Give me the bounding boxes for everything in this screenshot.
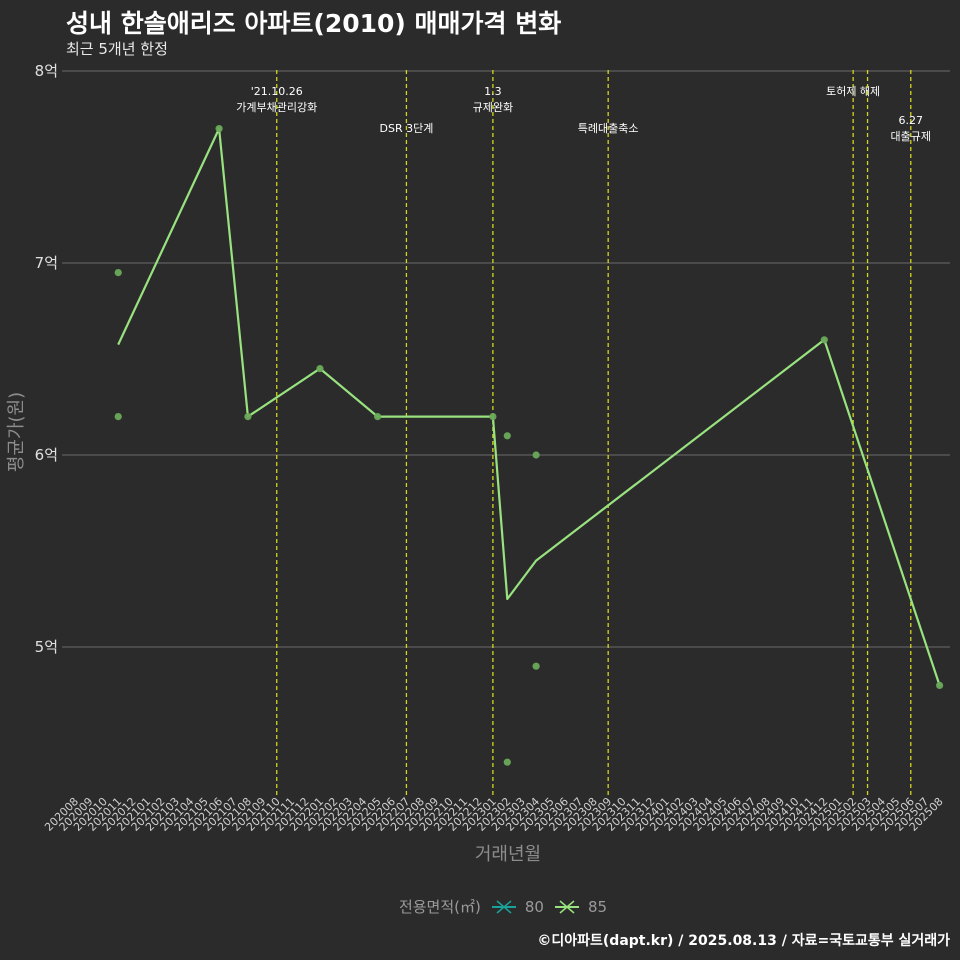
legend-label-80: 80 <box>524 897 544 916</box>
chart-subtitle: 최근 5개년 한정 <box>66 40 168 58</box>
y-tick-label: 6억 <box>35 446 58 464</box>
grid-lines <box>62 70 950 648</box>
event-label: 특례대출축소 <box>578 122 639 135</box>
series-points <box>114 125 944 766</box>
data-point <box>316 365 324 373</box>
legend: 전용면적(㎡) 80 85 <box>0 896 960 917</box>
y-tick-label: 5억 <box>35 638 58 656</box>
event-label: 규제완화 <box>473 101 513 114</box>
x-axis-label: 거래년월 <box>475 844 541 865</box>
event-label: 토허제 해제 <box>826 84 880 98</box>
y-axis-label: 평균가(원) <box>6 392 27 472</box>
series-85-line <box>117 127 941 686</box>
event-label: 대출규제 <box>891 130 931 143</box>
data-point <box>820 336 828 344</box>
x-axis-ticks: 2020082020092020102020112020122021012021… <box>42 795 945 834</box>
legend-label-85: 85 <box>587 897 608 916</box>
data-point <box>114 269 122 277</box>
event-label: DSR 3단계 <box>380 122 434 135</box>
data-point <box>489 413 497 421</box>
y-tick-label: 8억 <box>35 62 58 80</box>
event-label: 가계부채관리강화 <box>236 101 317 114</box>
y-tick-label: 7억 <box>35 254 58 272</box>
event-label: '21.10.26 <box>251 85 303 98</box>
source-credit: ©디아파트(dapt.kr) / 2025.08.13 / 자료=국토교통부 실… <box>537 933 950 949</box>
series-line <box>117 127 941 686</box>
data-point <box>114 413 122 421</box>
chart-title: 성내 한솔애리즈 아파트(2010) 매매가격 변화 <box>66 9 562 38</box>
legend-item-85: 85 <box>554 897 607 917</box>
data-point <box>503 432 511 440</box>
legend-title: 전용면적(㎡) <box>398 898 481 916</box>
data-point <box>244 413 252 421</box>
data-point <box>532 451 540 459</box>
data-point <box>215 125 223 133</box>
event-label: 6.27 <box>899 114 924 127</box>
legend-key-85-icon <box>554 899 579 914</box>
event-label: 1.3 <box>484 85 502 98</box>
legend-item-80: 80 <box>491 897 544 917</box>
data-point <box>532 662 540 670</box>
data-point <box>936 681 944 690</box>
legend-key-80-icon <box>491 899 516 914</box>
y-axis-ticks: 5억 6억 7억 8억 <box>35 62 58 656</box>
data-point <box>374 413 382 421</box>
data-point <box>503 758 511 766</box>
